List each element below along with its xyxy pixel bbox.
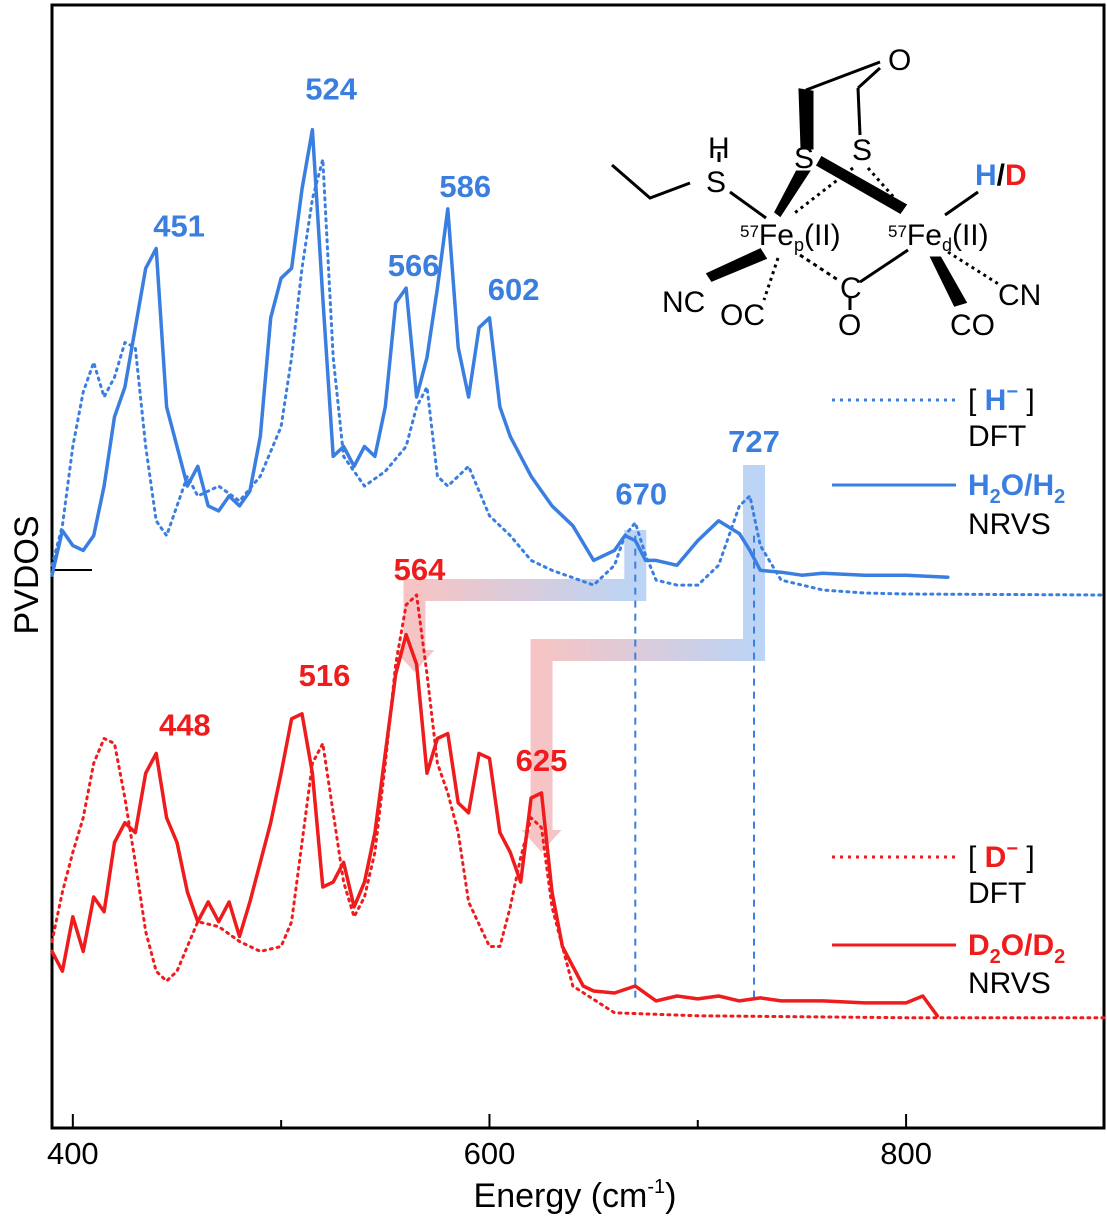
dashed-guides — [634, 535, 756, 1001]
mol-bridge-o: O — [838, 309, 861, 342]
wedge-co-right — [929, 256, 968, 307]
molecule-structure — [611, 60, 1001, 310]
x-axis-title: Energy (cm-1) — [474, 1176, 677, 1215]
mol-fe-p: 57Fep(II) — [740, 219, 841, 255]
legend-label-h-dft: [ H− ] — [968, 381, 1035, 417]
mol-s-sh: S — [706, 166, 726, 199]
legend-label-d-nrvs: D2O/D2 — [968, 929, 1065, 968]
mol-s2: S — [852, 134, 872, 167]
legend-sublabel-h-dft: DFT — [968, 420, 1026, 453]
x-tick-label-400: 400 — [47, 1136, 99, 1171]
wedge-s-fep — [774, 170, 811, 218]
fe-h-bond — [944, 190, 979, 217]
series-line-0 — [50, 127, 950, 579]
wedge-s-fed — [815, 155, 908, 214]
wedge-bridge-left — [798, 88, 814, 150]
wedge-nc — [705, 248, 768, 282]
mol-oc: OC — [720, 299, 765, 332]
peak-label-586: 586 — [439, 169, 491, 204]
bridge-right — [856, 87, 862, 136]
legend-sublabel-d-dft: DFT — [968, 877, 1026, 910]
peak-label-566: 566 — [388, 248, 440, 283]
series-line-2 — [50, 632, 940, 1018]
mol-co: CO — [950, 309, 995, 342]
plot-frame — [50, 3, 1106, 1130]
hash-s2-fep — [791, 166, 854, 217]
legend-sublabel-h-nrvs: NRVS — [968, 508, 1051, 541]
peak-labels: 451 524 566 586 602 670 727 448 516 564 625 — [153, 72, 780, 778]
mol-o: O — [888, 44, 911, 77]
x-tick-label-800: 800 — [880, 1136, 932, 1171]
shift-band-727 — [530, 465, 766, 830]
bridge-right-top — [856, 66, 882, 90]
mol-fe-d: 57Fed(II) — [888, 219, 989, 255]
peak-label-727: 727 — [728, 424, 780, 459]
mol-h-sh: H — [708, 132, 730, 165]
legend: [ H− ] DFT H2O/H2 NRVS [ D− ] DFT D2O/D2… — [832, 381, 1065, 1000]
legend-label-h-nrvs: H2O/H2 — [968, 469, 1065, 508]
ethyl-bond — [611, 163, 691, 200]
x-axis-ticks: 400 600 800 — [47, 1114, 932, 1171]
molecule-labels: O S S H S 57Fep(II) 57Fed(II) H/D NC OC … — [662, 44, 1041, 342]
series-line-1 — [50, 157, 1106, 597]
hash-cn-right — [947, 250, 1001, 287]
peak-label-448: 448 — [159, 707, 211, 742]
peak-label-451: 451 — [153, 209, 205, 244]
peak-label-564: 564 — [394, 552, 446, 587]
co-bridge-right — [859, 248, 909, 284]
co-bridge-left — [799, 253, 839, 282]
series-line-3 — [50, 593, 1106, 1020]
peak-label-516: 516 — [299, 658, 351, 693]
mol-s1: S — [794, 142, 814, 175]
peak-label-524: 524 — [305, 72, 357, 107]
shift-arrowhead-625 — [521, 830, 562, 852]
shift-band-670 — [403, 530, 647, 650]
hash-oc — [762, 257, 780, 301]
x-tick-label-600: 600 — [464, 1136, 516, 1171]
y-axis-title: PVDOS — [8, 515, 46, 634]
mol-nc: NC — [662, 286, 705, 319]
hash-s2-fed — [866, 167, 907, 211]
bridge-top — [805, 60, 881, 92]
mol-hd: H/D — [975, 159, 1027, 192]
legend-label-d-dft: [ D− ] — [968, 838, 1035, 874]
mol-bridge-c: C — [840, 272, 862, 305]
series-group — [50, 127, 1106, 1020]
mol-cn: CN — [998, 279, 1041, 312]
peak-label-625: 625 — [516, 743, 568, 778]
sh-bond-s — [729, 190, 767, 220]
legend-sublabel-d-nrvs: NRVS — [968, 967, 1051, 1000]
peak-label-602: 602 — [488, 272, 540, 307]
peak-label-670: 670 — [615, 477, 667, 512]
